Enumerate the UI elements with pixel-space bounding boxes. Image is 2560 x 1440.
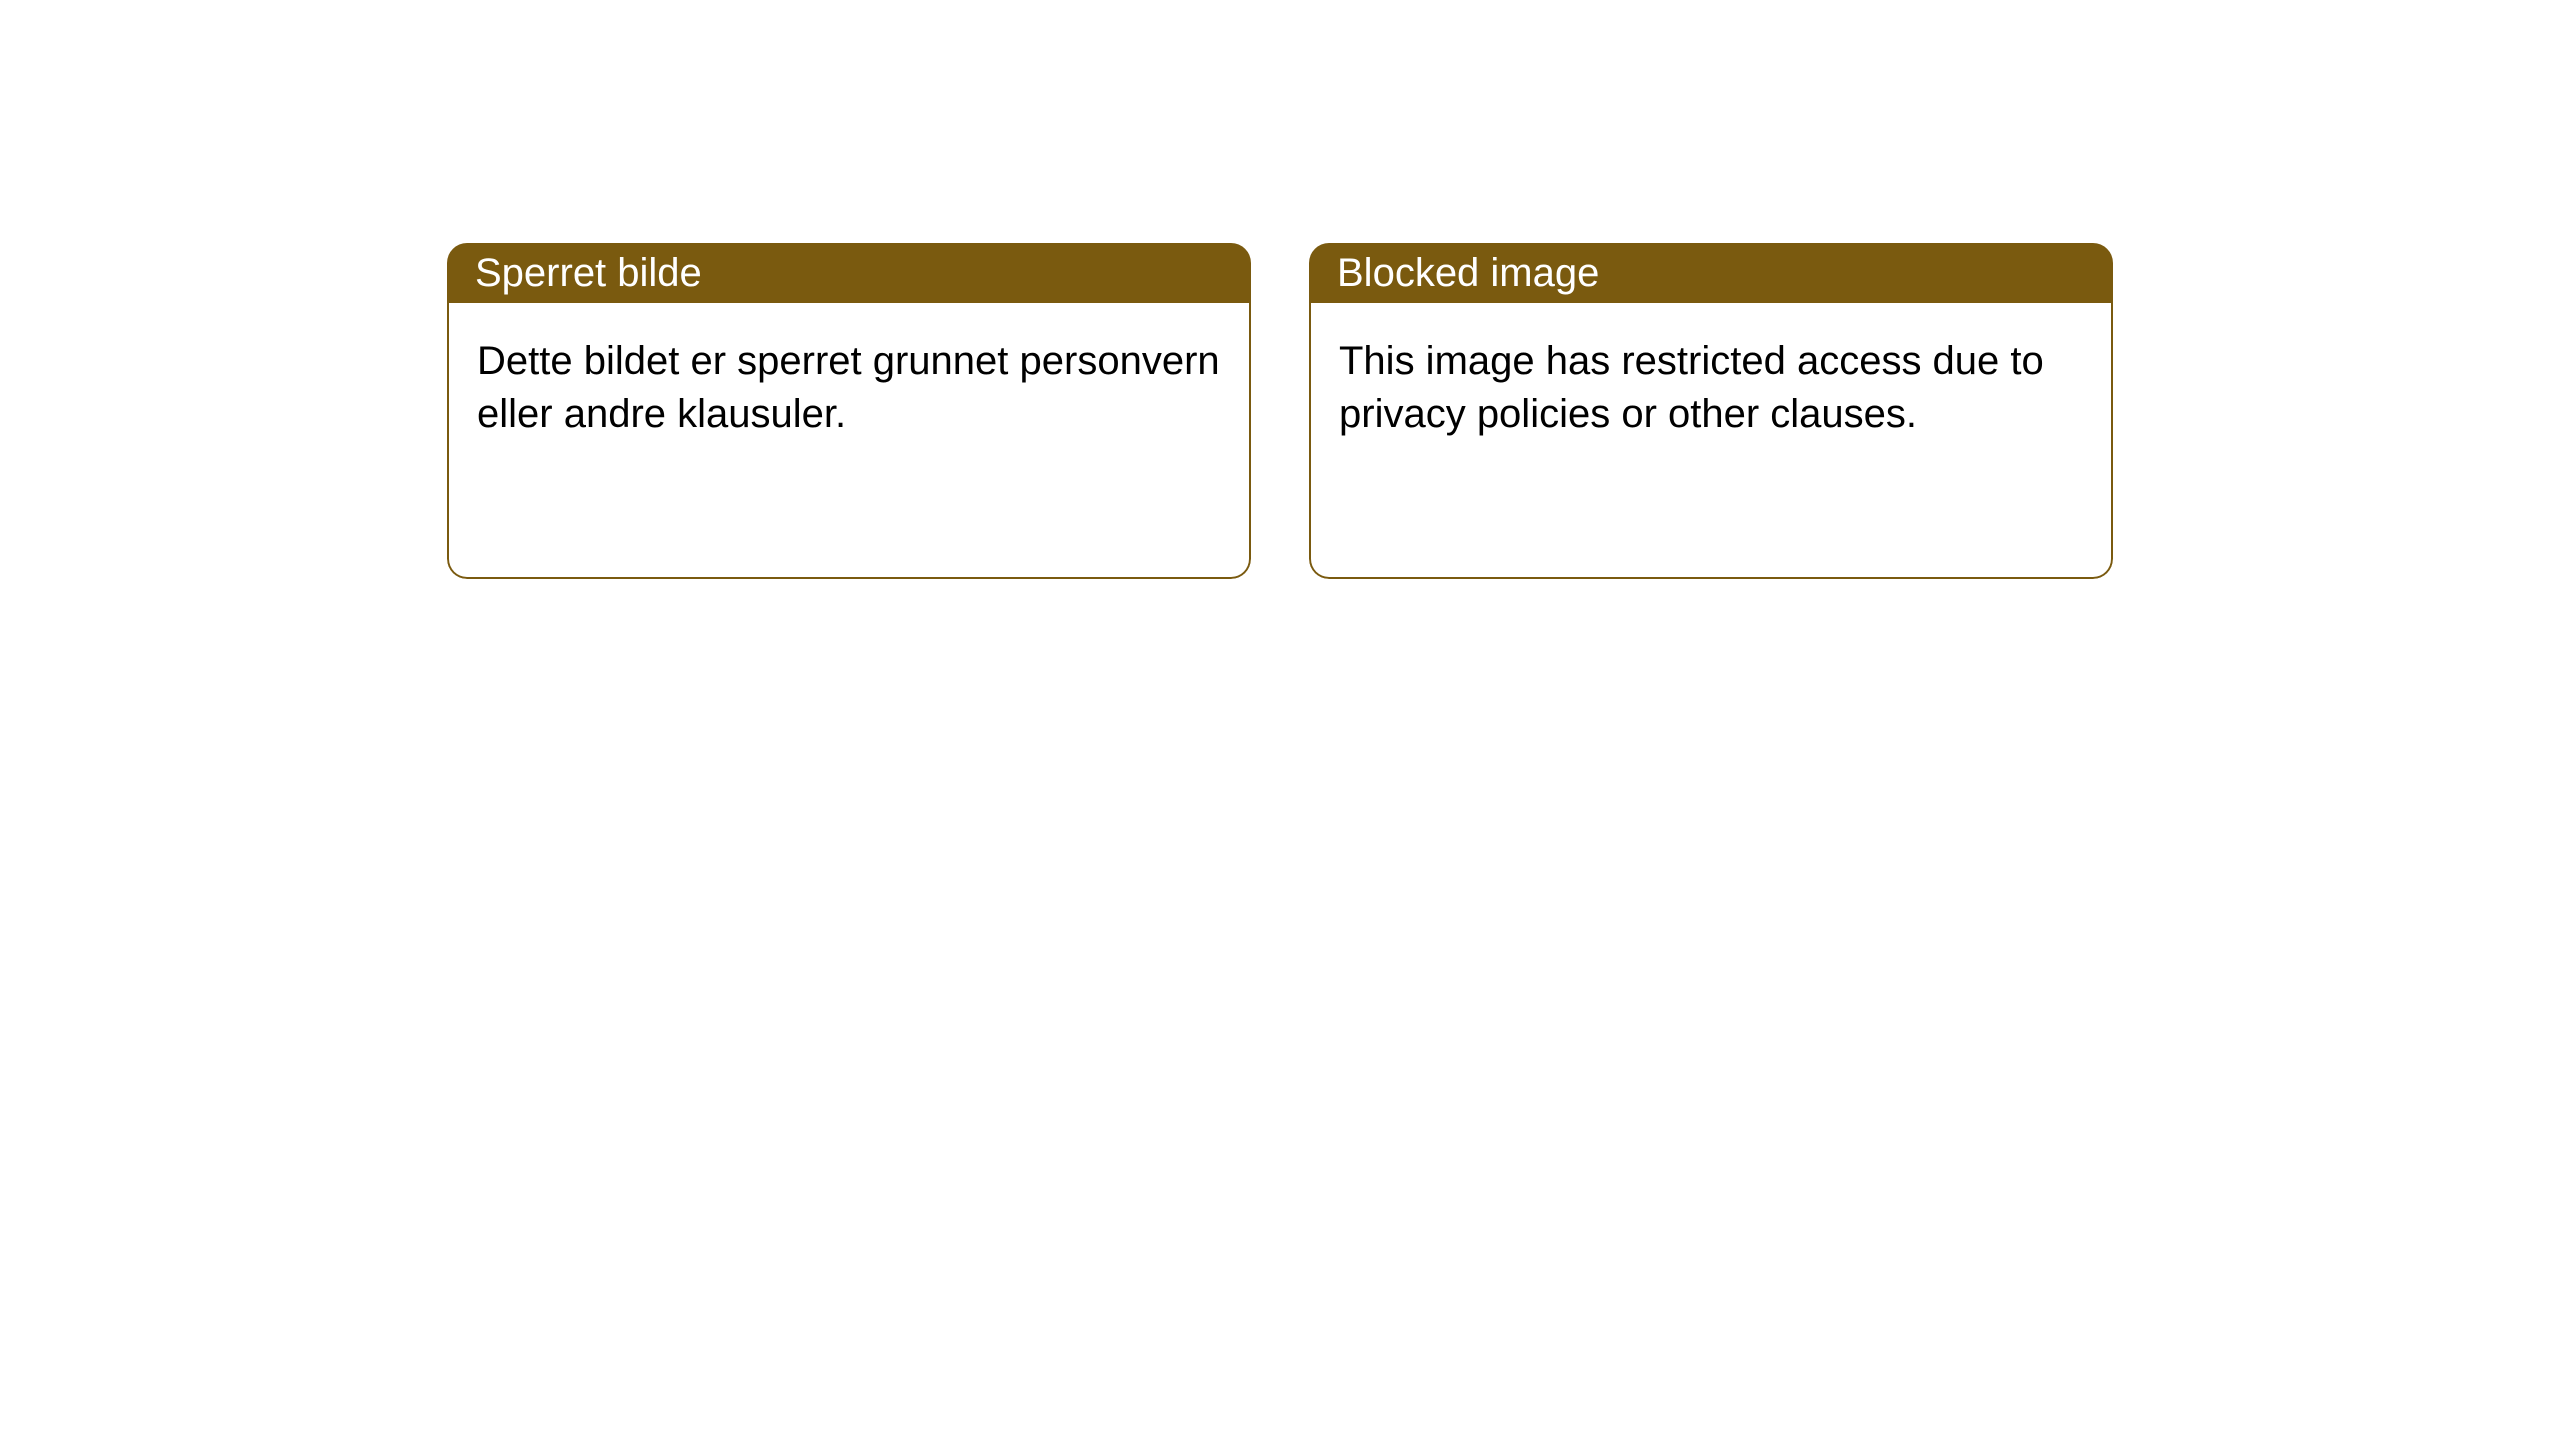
card-body: This image has restricted access due to … bbox=[1309, 303, 2113, 579]
notice-container: Sperret bilde Dette bildet er sperret gr… bbox=[447, 243, 2113, 579]
card-body: Dette bildet er sperret grunnet personve… bbox=[447, 303, 1251, 579]
notice-card-english: Blocked image This image has restricted … bbox=[1309, 243, 2113, 579]
notice-card-norwegian: Sperret bilde Dette bildet er sperret gr… bbox=[447, 243, 1251, 579]
card-header: Blocked image bbox=[1309, 243, 2113, 303]
card-header: Sperret bilde bbox=[447, 243, 1251, 303]
